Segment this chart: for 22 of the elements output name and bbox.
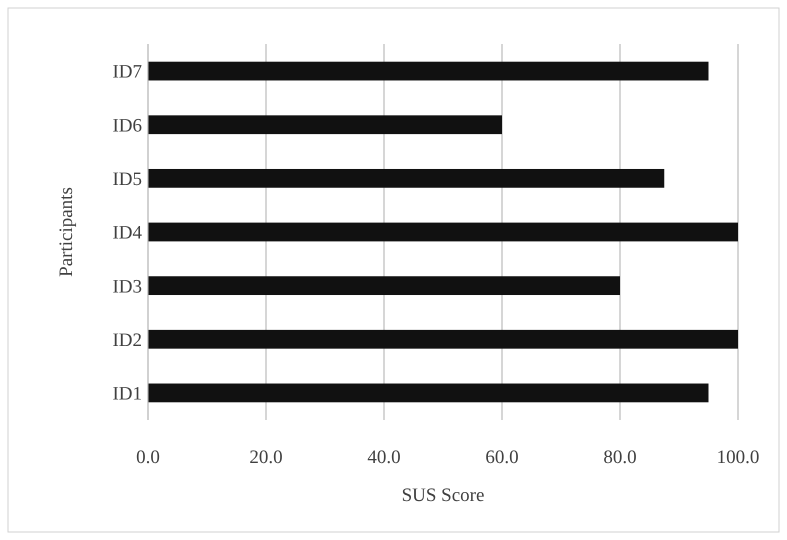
x-tick-label: 20.0 [249, 447, 283, 468]
y-tick-label: ID5 [112, 169, 142, 190]
bar [148, 384, 708, 402]
bar [148, 168, 664, 188]
bar [148, 330, 738, 349]
x-tick-label: 40.0 [367, 447, 401, 468]
x-tick-label: 80.0 [603, 447, 637, 468]
y-tick-label: ID7 [112, 62, 142, 83]
y-tick-label: ID4 [112, 222, 142, 244]
y-tick-label: ID2 [112, 330, 142, 351]
x-axis-title: SUS Score [402, 485, 484, 506]
bar [148, 115, 502, 134]
x-tick-label: 100.0 [716, 447, 760, 468]
bar [148, 222, 738, 242]
bar [148, 276, 620, 296]
y-tick-label: ID3 [112, 276, 142, 298]
y-tick-label: ID1 [112, 384, 142, 405]
bar [148, 62, 708, 80]
x-tick-label: 0.0 [136, 447, 160, 468]
x-tick-label: 60.0 [485, 447, 519, 468]
y-tick-label: ID6 [112, 115, 142, 136]
y-axis-title: Participants [56, 187, 77, 277]
